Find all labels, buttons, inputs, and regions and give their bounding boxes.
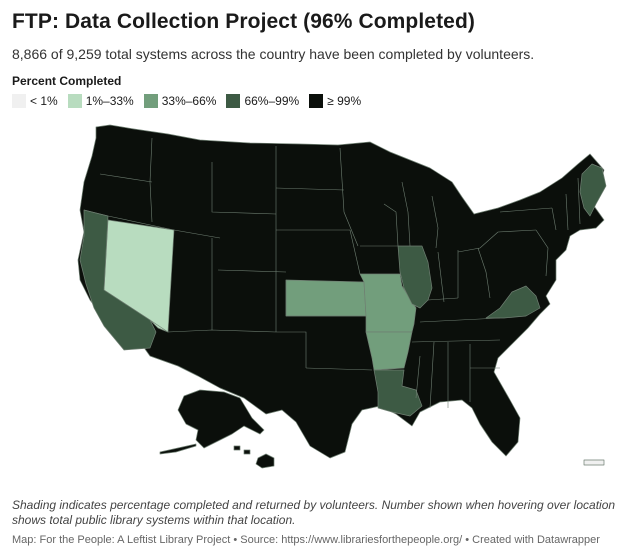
legend-item-33-66: 33%–66%	[143, 94, 217, 108]
legend-label: ≥ 99%	[327, 94, 362, 108]
legend-label: < 1%	[30, 94, 58, 108]
legend: < 1% 1%–33% 33%–66% 66%–99% ≥ 99%	[12, 94, 371, 108]
legend-label: 33%–66%	[161, 94, 217, 108]
state-arkansas[interactable]	[365, 331, 413, 371]
us-choropleth-map	[77, 124, 607, 469]
legend-swatch	[12, 94, 26, 108]
chart-subtitle: 8,866 of 9,259 total systems across the …	[12, 46, 535, 62]
legend-item-66-99: 66%–99%	[226, 94, 299, 108]
legend-title: Percent Completed	[12, 74, 122, 88]
state-virginia[interactable]	[485, 285, 541, 319]
legend-swatch	[309, 94, 324, 108]
state-hawaii-main[interactable]	[255, 453, 275, 469]
chart-notes: Shading indicates percentage completed a…	[12, 498, 616, 527]
state-missouri[interactable]	[359, 273, 417, 333]
territory-puerto-rico[interactable]	[583, 459, 605, 466]
state-illinois[interactable]	[397, 245, 433, 309]
state-california[interactable]	[79, 209, 157, 351]
state-hawaii-island	[243, 449, 251, 455]
legend-item-1-33: 1%–33%	[67, 94, 134, 108]
legend-item-gte99: ≥ 99%	[309, 94, 361, 108]
state-alaska[interactable]	[177, 389, 265, 449]
chart-title: FTP: Data Collection Project (96% Comple…	[12, 10, 475, 33]
state-alaska-chain	[159, 443, 197, 455]
legend-swatch	[226, 94, 241, 108]
state-louisiana[interactable]	[373, 369, 423, 417]
legend-label: 1%–33%	[85, 94, 134, 108]
legend-label: 66%–99%	[244, 94, 300, 108]
legend-swatch	[143, 94, 158, 108]
legend-swatch	[67, 94, 82, 108]
state-borders	[83, 137, 581, 409]
chart-source: Map: For the People: A Leftist Library P…	[12, 534, 600, 546]
state-hawaii-island	[233, 445, 241, 451]
state-kansas[interactable]	[285, 279, 367, 317]
state-maine[interactable]	[579, 163, 607, 217]
legend-item-lt1: < 1%	[12, 94, 58, 108]
